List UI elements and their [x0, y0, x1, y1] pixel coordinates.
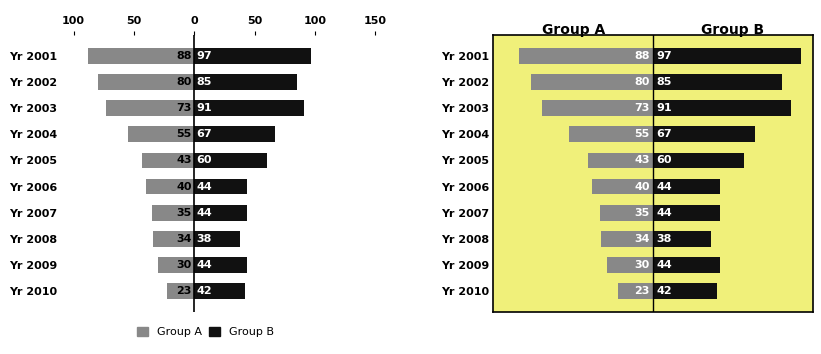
Text: 97: 97	[656, 51, 672, 61]
Text: 40: 40	[635, 182, 650, 192]
Bar	[599, 205, 653, 221]
Text: 88: 88	[177, 51, 192, 61]
Bar	[653, 126, 755, 142]
Bar	[158, 257, 195, 273]
Text: 40: 40	[177, 182, 192, 192]
Text: 44: 44	[656, 208, 672, 218]
Text: 44: 44	[656, 182, 672, 192]
Bar	[88, 48, 195, 64]
Bar	[106, 100, 195, 116]
Text: 55: 55	[635, 129, 650, 139]
Text: 43: 43	[635, 155, 650, 165]
Text: 85: 85	[197, 77, 212, 87]
Text: 55: 55	[177, 129, 192, 139]
Text: 60: 60	[656, 155, 672, 165]
Text: 80: 80	[177, 77, 192, 87]
Bar	[128, 126, 195, 142]
Text: 73: 73	[177, 103, 192, 113]
Bar	[653, 257, 720, 273]
Bar	[653, 205, 720, 221]
Bar	[531, 74, 653, 90]
Bar	[588, 153, 653, 168]
Bar	[592, 179, 653, 194]
Bar	[195, 153, 267, 168]
Text: 35: 35	[177, 208, 192, 218]
Bar	[195, 179, 247, 194]
Bar	[195, 205, 247, 221]
Bar	[601, 231, 653, 247]
Text: 91: 91	[197, 103, 213, 113]
Bar	[653, 48, 800, 64]
Text: Group B: Group B	[700, 23, 764, 37]
Text: 38: 38	[656, 234, 672, 244]
Text: 44: 44	[197, 182, 213, 192]
Text: 88: 88	[635, 51, 650, 61]
Text: 67: 67	[197, 129, 213, 139]
Text: 35: 35	[635, 208, 650, 218]
Text: 42: 42	[197, 286, 213, 296]
Bar	[653, 100, 791, 116]
Bar	[519, 48, 653, 64]
Text: 30: 30	[635, 260, 650, 270]
Text: 42: 42	[656, 286, 672, 296]
Text: 23: 23	[177, 286, 192, 296]
Bar	[195, 48, 311, 64]
Bar	[154, 231, 195, 247]
Bar	[195, 283, 245, 299]
Bar	[618, 283, 653, 299]
Text: 80: 80	[635, 77, 650, 87]
Bar	[569, 126, 653, 142]
Bar	[195, 100, 304, 116]
Bar	[195, 126, 275, 142]
Bar	[195, 257, 247, 273]
Text: Group A: Group A	[542, 23, 605, 37]
Text: 34: 34	[635, 234, 650, 244]
Bar	[542, 100, 653, 116]
Text: 97: 97	[197, 51, 213, 61]
Text: 34: 34	[177, 234, 192, 244]
Bar	[98, 74, 195, 90]
Bar	[653, 179, 720, 194]
Text: 38: 38	[197, 234, 212, 244]
Text: 67: 67	[656, 129, 672, 139]
Text: 73: 73	[635, 103, 650, 113]
Text: 43: 43	[177, 155, 192, 165]
Bar	[653, 231, 711, 247]
Bar	[146, 179, 195, 194]
Text: 91: 91	[656, 103, 672, 113]
Text: 44: 44	[197, 260, 213, 270]
Bar	[653, 153, 745, 168]
Text: 30: 30	[177, 260, 192, 270]
Bar	[152, 205, 195, 221]
Text: 44: 44	[656, 260, 672, 270]
Bar	[608, 257, 653, 273]
Bar	[195, 74, 297, 90]
Text: 85: 85	[656, 77, 672, 87]
Bar	[142, 153, 195, 168]
Bar	[195, 231, 240, 247]
Bar	[653, 74, 782, 90]
Bar	[167, 283, 195, 299]
Text: 60: 60	[197, 155, 212, 165]
Bar	[653, 283, 717, 299]
Legend: Group A, Group B: Group A, Group B	[133, 322, 278, 342]
Text: 44: 44	[197, 208, 213, 218]
Text: 23: 23	[635, 286, 650, 296]
